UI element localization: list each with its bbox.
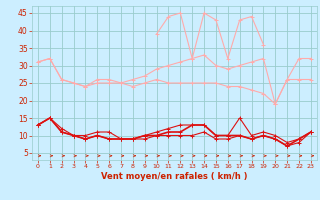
X-axis label: Vent moyen/en rafales ( km/h ): Vent moyen/en rafales ( km/h ) [101, 172, 248, 181]
